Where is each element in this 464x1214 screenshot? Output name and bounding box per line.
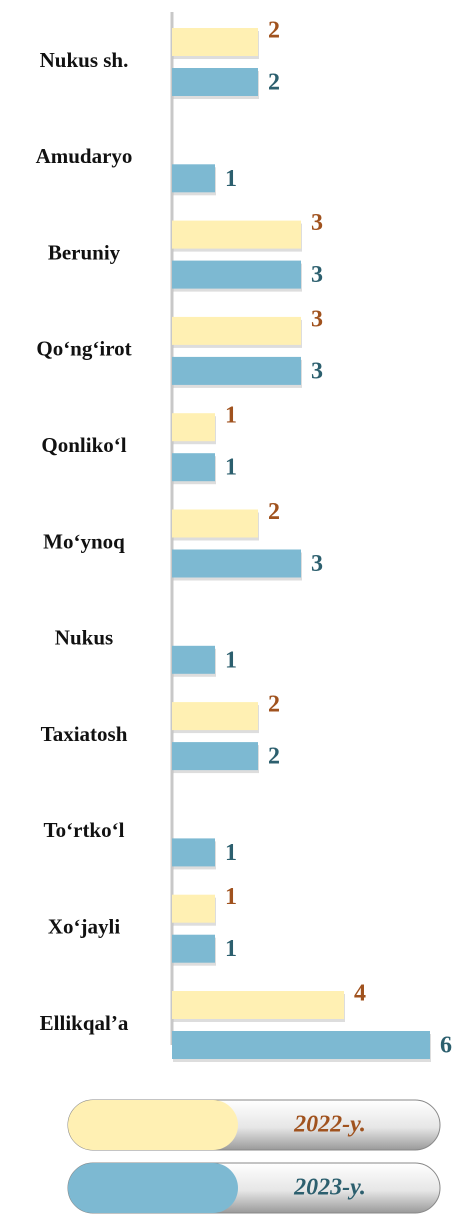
data-label: 2 bbox=[268, 18, 280, 44]
category-label: Qo‘ng‘irot bbox=[36, 337, 131, 361]
data-label: 1 bbox=[225, 936, 237, 962]
data-label: 1 bbox=[225, 647, 237, 673]
bar bbox=[172, 509, 258, 538]
data-label: 6 bbox=[440, 1033, 452, 1059]
category-label: Xo‘jayli bbox=[48, 915, 120, 939]
bar bbox=[172, 316, 301, 345]
data-label: 2 bbox=[268, 744, 280, 770]
category-label: Amudaryo bbox=[36, 144, 133, 168]
category-label: Beruniy bbox=[48, 240, 121, 264]
bar bbox=[172, 356, 301, 385]
category-label: Taxiatosh bbox=[41, 722, 128, 746]
data-label: 3 bbox=[311, 306, 323, 332]
bar bbox=[172, 164, 215, 193]
data-label: 1 bbox=[225, 403, 237, 429]
bar bbox=[172, 702, 258, 731]
bar bbox=[172, 645, 215, 674]
legend-swatch bbox=[68, 1163, 238, 1213]
data-label: 3 bbox=[311, 210, 323, 236]
data-label: 2 bbox=[268, 692, 280, 718]
data-label: 3 bbox=[311, 551, 323, 577]
data-label: 1 bbox=[225, 884, 237, 910]
category-label: Nukus bbox=[55, 626, 113, 650]
bar bbox=[172, 894, 215, 923]
bar bbox=[172, 220, 301, 249]
bar bbox=[172, 934, 215, 963]
bar bbox=[172, 549, 301, 578]
bar bbox=[172, 742, 258, 771]
bar bbox=[172, 453, 215, 482]
category-label: Mo‘ynoq bbox=[43, 529, 125, 553]
legend-label: 2022-y. bbox=[293, 1112, 366, 1138]
data-label: 4 bbox=[354, 981, 366, 1007]
bar bbox=[172, 991, 344, 1019]
bar bbox=[172, 260, 301, 289]
data-label: 3 bbox=[311, 262, 323, 288]
category-label: Qonliko‘l bbox=[41, 433, 126, 457]
bar bbox=[172, 413, 215, 442]
category-label: Nukus sh. bbox=[40, 48, 129, 72]
legend-label: 2023-y. bbox=[293, 1175, 366, 1201]
data-label: 1 bbox=[225, 166, 237, 192]
data-label: 3 bbox=[311, 358, 323, 384]
category-label: Ellikqal’a bbox=[40, 1011, 129, 1035]
category-label: To‘rtko‘l bbox=[44, 818, 125, 842]
bar bbox=[172, 68, 258, 96]
data-label: 1 bbox=[225, 455, 237, 481]
bar bbox=[172, 28, 258, 56]
data-label: 2 bbox=[268, 499, 280, 525]
data-label: 1 bbox=[225, 840, 237, 866]
bar bbox=[172, 1031, 430, 1059]
bar bbox=[172, 838, 215, 867]
legend-swatch bbox=[68, 1100, 238, 1150]
data-label: 2 bbox=[268, 70, 280, 96]
